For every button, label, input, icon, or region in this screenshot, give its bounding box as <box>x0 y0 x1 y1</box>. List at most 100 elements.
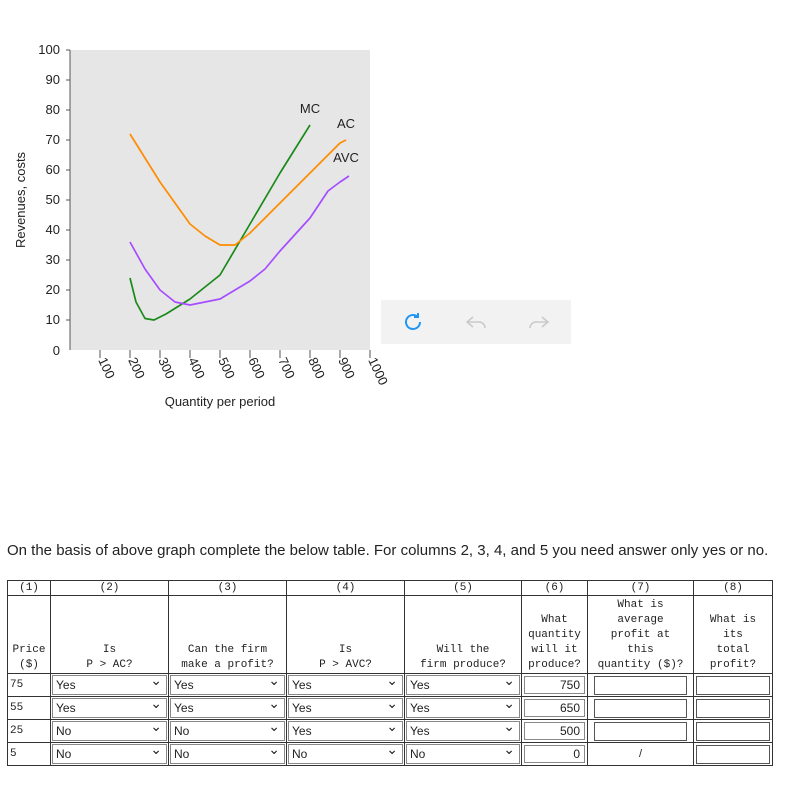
x-tick-label: 1000 <box>365 355 391 388</box>
chevron-down-icon: ⌄ <box>386 672 398 688</box>
avg-profit-input[interactable] <box>594 698 687 718</box>
p-ac-cell: No ⌄ <box>50 718 169 743</box>
chevron-down-icon: ⌄ <box>268 695 280 711</box>
x-tick-label: 300 <box>155 355 178 381</box>
chevron-down-icon: ⌄ <box>268 672 280 688</box>
avg-profit-input[interactable] <box>594 721 687 741</box>
y-tick-label: 0 <box>53 343 60 358</box>
col-number: (1) <box>7 580 51 596</box>
p-avc-value: Yes <box>292 678 312 692</box>
avg-profit-input[interactable] <box>594 675 687 695</box>
header-profit: Can the firm make a profit? <box>168 595 287 674</box>
total-profit-cell <box>693 719 773 743</box>
refresh-icon[interactable] <box>399 308 427 336</box>
price-cell: 75 <box>7 673 51 697</box>
p-avc-select[interactable]: Yes ⌄ <box>288 695 403 718</box>
header-total-profit: What is its total profit? <box>693 595 773 674</box>
price-cell: 55 <box>7 696 51 720</box>
can-profit-select[interactable]: Yes ⌄ <box>170 695 285 718</box>
total-profit-cell <box>693 696 773 720</box>
will-produce-value: Yes <box>410 724 430 738</box>
avg-profit-cell <box>587 719 694 743</box>
can-profit-select[interactable]: Yes ⌄ <box>170 672 285 695</box>
will-produce-cell: Yes ⌄ <box>404 695 522 720</box>
total-profit-input[interactable] <box>696 721 770 741</box>
series-group: MC AC AVC <box>129 101 359 321</box>
will-produce-select[interactable]: No ⌄ <box>406 741 520 764</box>
p-avc-select[interactable]: No ⌄ <box>288 741 403 764</box>
p-ac-value: No <box>56 747 72 761</box>
answer-table: (1) (2) (3) (4) (5) (6) (7) (8) Price ($)… <box>7 580 773 766</box>
price-cell: 25 <box>7 719 51 743</box>
header-produce: Will the firm produce? <box>404 595 522 674</box>
p-avc-select[interactable]: Yes ⌄ <box>288 672 403 695</box>
can-profit-select[interactable]: No ⌄ <box>170 741 285 764</box>
chevron-down-icon: ⌄ <box>503 741 515 757</box>
can-profit-value: Yes <box>174 678 194 692</box>
price-cell: 5 <box>7 742 51 766</box>
avg-profit-cell <box>587 673 694 697</box>
y-tick-label: 30 <box>46 252 60 267</box>
y-tick-label: 100 <box>38 42 60 57</box>
chevron-down-icon: ⌄ <box>503 718 515 734</box>
p-ac-select[interactable]: No ⌄ <box>52 741 167 764</box>
p-ac-value: Yes <box>56 678 76 692</box>
x-tick-label: 800 <box>305 355 328 381</box>
will-produce-cell: Yes ⌄ <box>404 672 522 697</box>
chevron-down-icon: ⌄ <box>386 718 398 734</box>
total-profit-cell <box>693 742 773 766</box>
x-tick-label: 400 <box>185 355 208 381</box>
will-produce-select[interactable]: Yes ⌄ <box>406 695 520 718</box>
x-tick-label: 500 <box>215 355 238 381</box>
chevron-down-icon: ⌄ <box>268 718 280 734</box>
can-profit-cell: No ⌄ <box>168 718 287 743</box>
total-profit-input[interactable] <box>696 698 770 718</box>
avg-profit-cell: / <box>587 742 694 766</box>
undo-icon[interactable] <box>462 308 490 336</box>
y-tick-label: 10 <box>46 312 60 327</box>
p-avc-select[interactable]: Yes ⌄ <box>288 718 403 741</box>
y-axis: 0 10 20 30 40 50 60 70 80 90 100 <box>38 42 71 358</box>
will-produce-select[interactable]: Yes ⌄ <box>406 672 520 695</box>
p-ac-select[interactable]: Yes ⌄ <box>52 695 167 718</box>
quantity-value: 750 <box>524 676 585 694</box>
chevron-down-icon: ⌄ <box>150 741 162 757</box>
quantity-cell: 650 <box>521 696 588 720</box>
p-ac-cell: No ⌄ <box>50 741 169 766</box>
chevron-down-icon: ⌄ <box>268 741 280 757</box>
instructions-text: On the basis of above graph complete the… <box>7 542 769 559</box>
quantity-value: 650 <box>524 699 585 717</box>
p-ac-value: No <box>56 724 72 738</box>
will-produce-select[interactable]: Yes ⌄ <box>406 718 520 741</box>
p-ac-select[interactable]: Yes ⌄ <box>52 672 167 695</box>
y-tick-label: 80 <box>46 102 60 117</box>
chevron-down-icon: ⌄ <box>150 695 162 711</box>
x-tick-label: 700 <box>275 355 298 381</box>
total-profit-input[interactable] <box>696 744 770 764</box>
quantity-cell: 500 <box>521 719 588 743</box>
p-avc-cell: Yes ⌄ <box>286 718 405 743</box>
quantity-cell: 0 <box>521 742 588 766</box>
p-avc-cell: No ⌄ <box>286 741 405 766</box>
can-profit-value: No <box>174 724 190 738</box>
y-axis-label: Revenues, costs <box>13 151 28 248</box>
quantity-value: 500 <box>524 722 585 740</box>
col-number: (5) <box>404 580 522 596</box>
chevron-down-icon: ⌄ <box>150 672 162 688</box>
can-profit-select[interactable]: No ⌄ <box>170 718 285 741</box>
series-label-mc: MC <box>300 101 320 116</box>
x-axis: 100 200 300 400 500 600 700 800 900 1000 <box>95 350 391 387</box>
avg-profit-na: / <box>638 748 643 760</box>
p-avc-value: No <box>292 747 308 761</box>
p-ac-select[interactable]: No ⌄ <box>52 718 167 741</box>
col-number: (4) <box>286 580 405 596</box>
x-tick-label: 100 <box>95 355 118 381</box>
y-tick-label: 20 <box>46 282 60 297</box>
x-tick-label: 900 <box>335 355 358 381</box>
total-profit-input[interactable] <box>696 675 770 695</box>
y-tick-label: 60 <box>46 162 60 177</box>
chevron-down-icon: ⌄ <box>150 718 162 734</box>
header-avg-profit: What is average profit at this quantity ($)? <box>587 595 694 674</box>
redo-icon[interactable] <box>525 308 553 336</box>
plot-area <box>70 50 370 350</box>
